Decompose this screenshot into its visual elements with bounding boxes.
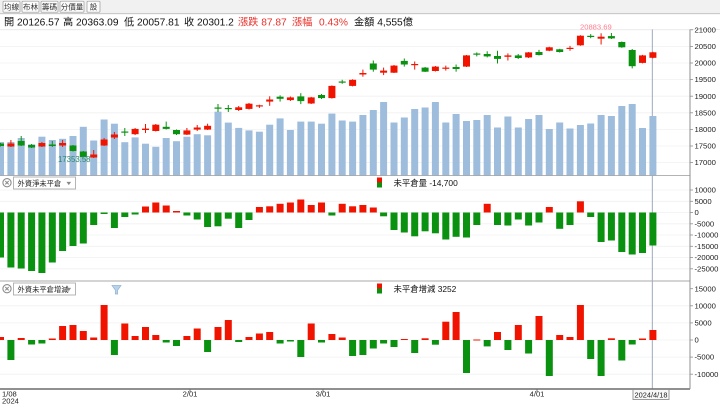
svg-text:高 20363.09: 高 20363.09: [63, 15, 119, 28]
svg-text:均線: 均線: [4, 2, 20, 12]
svg-text:低 20057.81: 低 20057.81: [124, 15, 180, 28]
svg-text:漲幅: 漲幅: [292, 15, 312, 28]
svg-text:19500: 19500: [695, 75, 716, 84]
svg-text:15000: 15000: [695, 284, 716, 293]
svg-text:0.43%: 0.43%: [319, 17, 348, 28]
svg-text:5000: 5000: [695, 197, 712, 206]
svg-text:18500: 18500: [695, 108, 716, 117]
svg-text:外資未平倉增減: 外資未平倉增減: [18, 285, 70, 294]
svg-text:2024: 2024: [2, 397, 19, 404]
svg-text:5000: 5000: [695, 319, 712, 328]
svg-text:2/01: 2/01: [183, 390, 198, 399]
svg-text:-5000: -5000: [695, 219, 715, 228]
svg-text:17353.58: 17353.58: [58, 155, 91, 164]
svg-text:未平倉量 -14,700: 未平倉量 -14,700: [394, 178, 459, 188]
svg-text:籌碼: 籌碼: [42, 2, 58, 12]
svg-text:-10000: -10000: [695, 370, 719, 379]
svg-text:21000: 21000: [695, 25, 716, 34]
svg-text:2024/4/18: 2024/4/18: [635, 390, 668, 399]
svg-text:0: 0: [695, 208, 699, 217]
svg-text:金額 4,555億: 金額 4,555億: [354, 15, 413, 28]
svg-text:10000: 10000: [695, 186, 716, 195]
svg-text:1/08: 1/08: [2, 390, 17, 399]
svg-text:20000: 20000: [695, 59, 716, 68]
svg-text:4/01: 4/01: [530, 390, 545, 399]
svg-text:-25000: -25000: [695, 264, 719, 273]
svg-text:未平倉增減 3252: 未平倉增減 3252: [394, 284, 457, 294]
svg-text:開 20126.57: 開 20126.57: [4, 16, 60, 28]
svg-text:3/01: 3/01: [316, 390, 331, 399]
svg-text:17500: 17500: [695, 142, 716, 151]
svg-text:-15000: -15000: [695, 242, 719, 251]
svg-text:20883.69: 20883.69: [580, 23, 612, 32]
svg-text:外資淨未平倉: 外資淨未平倉: [18, 179, 62, 188]
svg-text:0: 0: [695, 336, 699, 345]
svg-text:18000: 18000: [695, 125, 716, 134]
svg-text:-5000: -5000: [695, 353, 715, 362]
svg-text:設: 設: [90, 2, 98, 12]
svg-text:-20000: -20000: [695, 253, 719, 262]
svg-text:分價量: 分價量: [61, 3, 84, 12]
svg-text:布林: 布林: [23, 2, 39, 12]
svg-text:-10000: -10000: [695, 231, 719, 240]
svg-text:10000: 10000: [695, 301, 716, 310]
svg-text:漲跌 87.87: 漲跌 87.87: [238, 15, 287, 28]
svg-text:收 20301.2: 收 20301.2: [184, 15, 234, 28]
svg-text:17000: 17000: [695, 158, 716, 167]
svg-text:19000: 19000: [695, 92, 716, 101]
svg-text:20500: 20500: [695, 42, 716, 51]
